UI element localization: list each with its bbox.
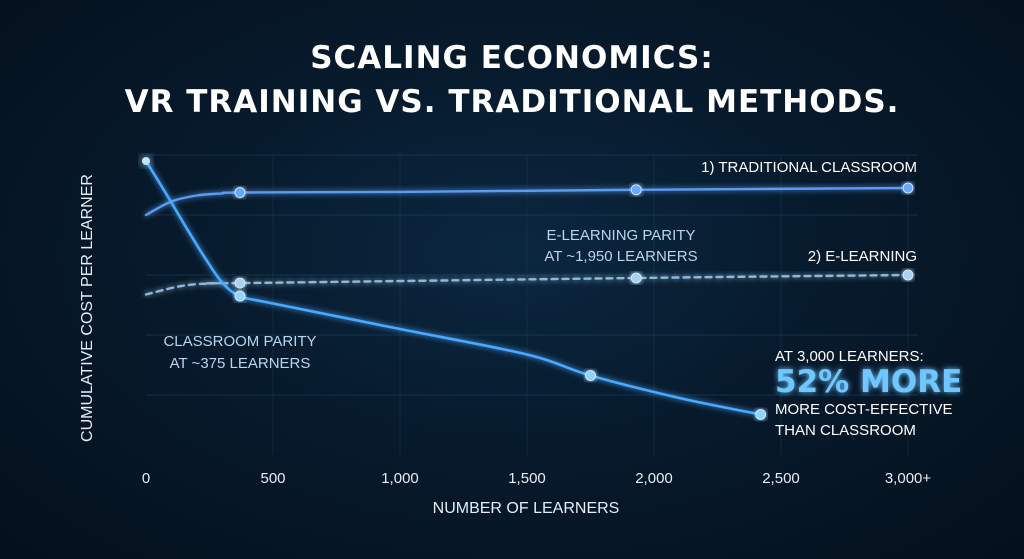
x-tick-label-4: 2,000 — [635, 470, 673, 487]
annotation-e-learning-parity: E-LEARNING PARITY AT ~1,950 LEARNERS — [544, 227, 697, 265]
series-line-vr-training — [144, 159, 762, 416]
callout-line-2: MORE COST-EFFECTIVE — [775, 401, 953, 418]
x-tick-label-3: 1,500 — [508, 470, 546, 487]
annotation-e-learning-parity-line-1: E-LEARNING PARITY — [547, 227, 696, 244]
annotation-classroom-parity-line-1: CLASSROOM PARITY — [163, 333, 316, 350]
marker-traditional-classroom-2 — [630, 184, 642, 196]
marker-traditional-classroom-1 — [234, 187, 246, 198]
y-axis-title: CUMULATIVE COST PER LEARNER — [79, 174, 96, 442]
x-tick-label-0: 0 — [142, 470, 150, 487]
x-tick-label-5: 2,500 — [762, 470, 800, 487]
chart-title-line-2: VR TRAINING VS. TRADITIONAL METHODS. — [124, 84, 900, 120]
chart-title-line-1: SCALING ECONOMICS: — [310, 40, 714, 76]
x-tick-labels: 0 500 1,000 1,500 2,000 2,500 3,000+ — [142, 470, 932, 487]
callout-3000-learners: AT 3,000 LEARNERS: 52% MORE MORE COST-EF… — [775, 348, 962, 439]
callout-highlight: 52% MORE — [775, 364, 962, 400]
annotation-classroom-parity-line-2: AT ~375 LEARNERS — [170, 355, 311, 372]
annotation-classroom-parity: CLASSROOM PARITY AT ~375 LEARNERS — [163, 333, 316, 372]
x-tick-label-1: 500 — [260, 470, 285, 487]
marker-vr-training-3 — [755, 409, 767, 420]
series-traditional-classroom — [144, 182, 914, 217]
series-line-e-learning — [144, 273, 910, 296]
grid-lines — [146, 154, 918, 455]
marker-e-learning-1 — [234, 277, 246, 289]
marker-e-learning-3 — [902, 269, 914, 281]
vr-training-start-glow — [142, 157, 150, 165]
x-tick-label-6: 3,000+ — [885, 470, 932, 487]
callout-line-3: THAN CLASSROOM — [775, 422, 916, 439]
marker-e-learning-2 — [630, 272, 642, 284]
series-label-traditional-classroom: 1) TRADITIONAL CLASSROOM — [701, 159, 917, 176]
marker-vr-training-1 — [234, 290, 246, 302]
annotation-e-learning-parity-line-2: AT ~1,950 LEARNERS — [544, 248, 697, 265]
series-vr-training — [144, 159, 767, 420]
series-label-e-learning: 2) E-LEARNING — [808, 248, 917, 265]
series-layer — [142, 157, 914, 420]
series-e-learning — [144, 269, 914, 296]
marker-vr-training-2 — [585, 370, 596, 381]
callout-line-1: AT 3,000 LEARNERS: — [775, 348, 924, 365]
x-tick-label-2: 1,000 — [381, 470, 419, 487]
x-axis-title: NUMBER OF LEARNERS — [433, 500, 620, 517]
marker-traditional-classroom-3 — [902, 182, 914, 194]
axes — [145, 155, 918, 456]
series-line-traditional-classroom — [144, 186, 910, 217]
